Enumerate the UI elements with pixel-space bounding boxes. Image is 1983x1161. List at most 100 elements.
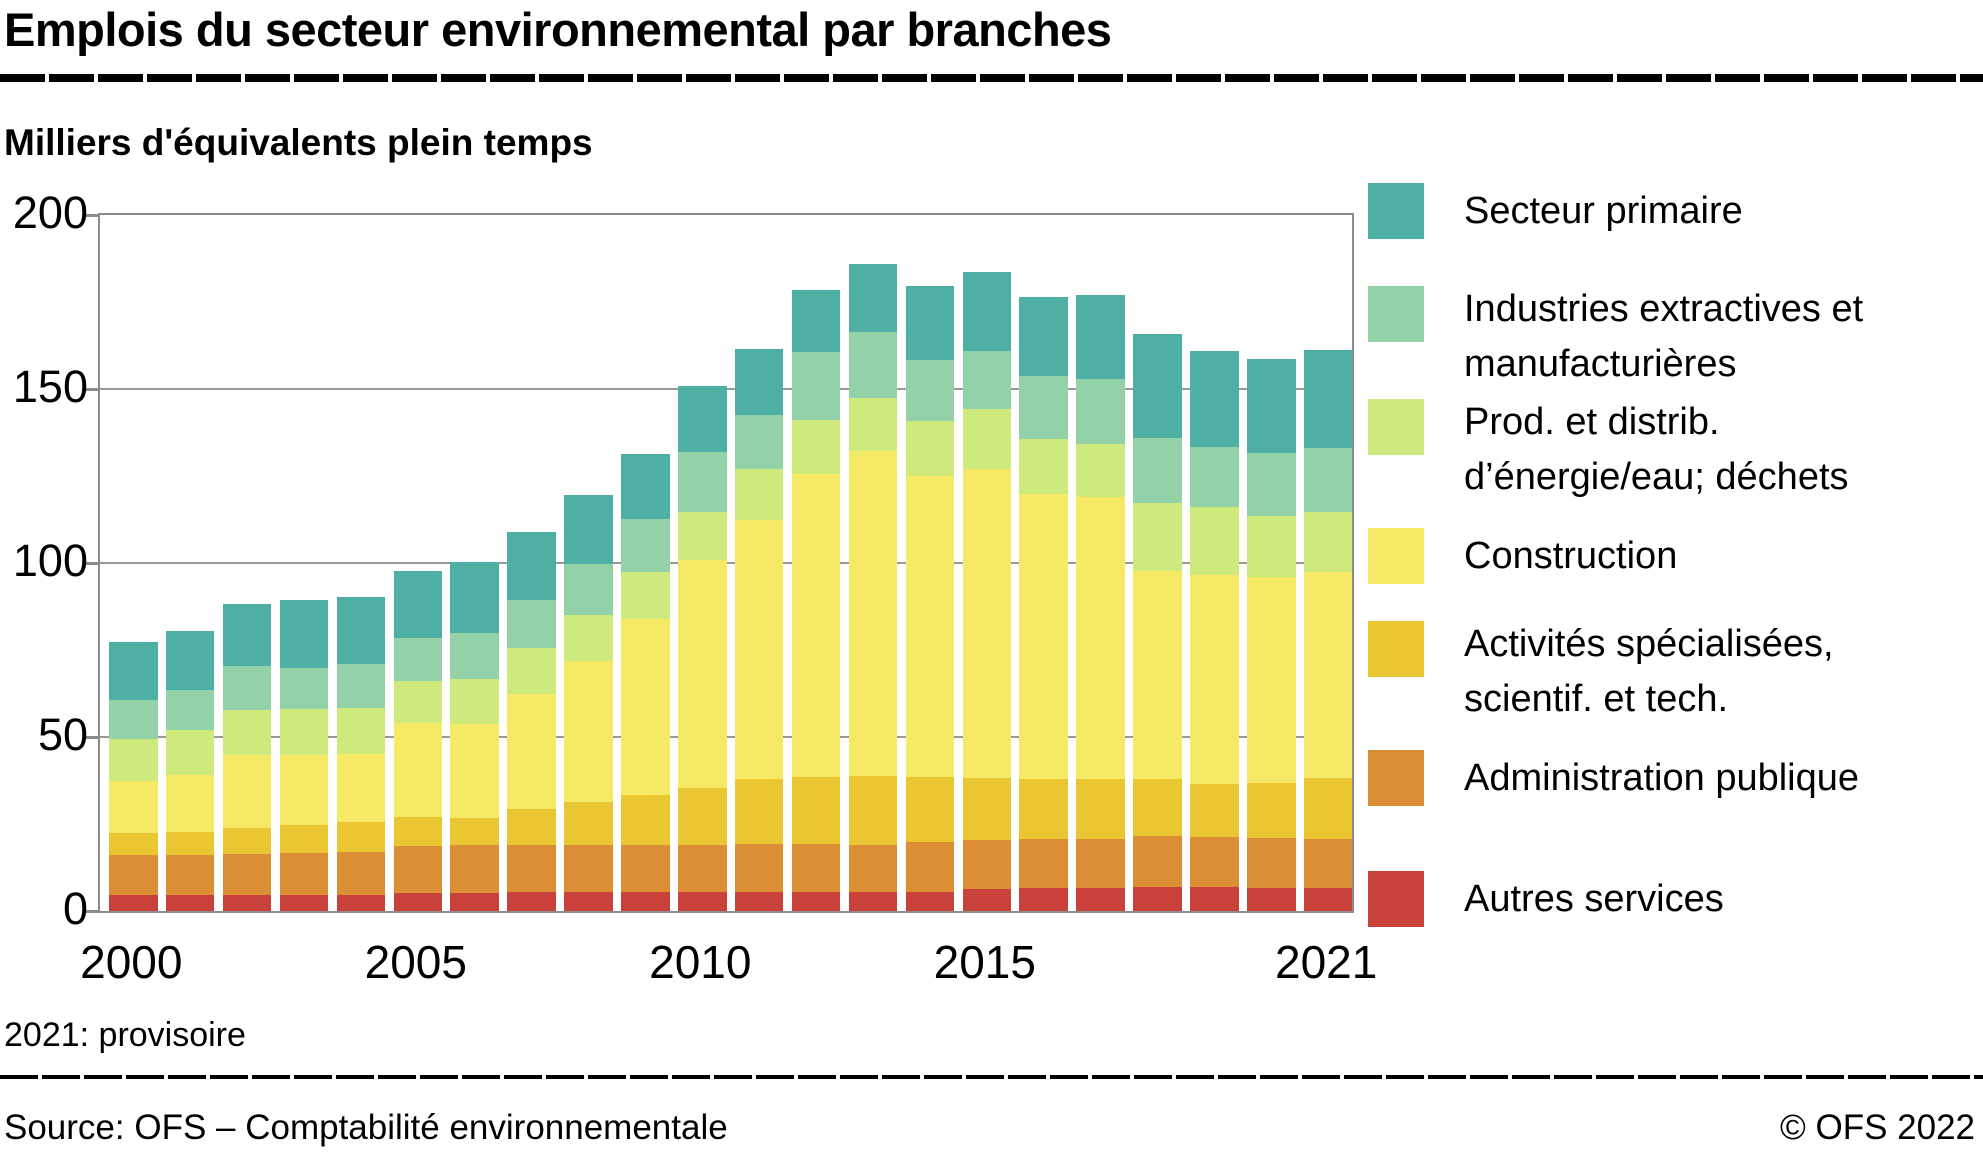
segment-2015-industries-extractives-et-manufacturi-res (962, 351, 1012, 410)
segment-2003-activit-s-sp-cialis-es-scientif-et-tech (279, 824, 329, 854)
segment-2019-administration-publique (1190, 836, 1239, 888)
segment-2011-activit-s-sp-cialis-es-scientif-et-tech (734, 779, 784, 844)
segment-2014-activit-s-sp-cialis-es-scientif-et-tech (905, 777, 955, 843)
segment-2010-activit-s-sp-cialis-es-scientif-et-tech (678, 788, 727, 845)
segment-2007-administration-publique (507, 844, 556, 892)
segment-2016-activit-s-sp-cialis-es-scientif-et-tech (1019, 779, 1068, 839)
segment-2014-secteur-primaire (905, 286, 955, 361)
bar-2015 (962, 215, 1012, 911)
segment-2004-secteur-primaire (336, 597, 386, 664)
segment-2000-secteur-primaire (109, 642, 158, 700)
segment-2020-administration-publique (1247, 838, 1296, 889)
bar-2005 (393, 215, 443, 911)
legend-label: Prod. et distrib. d’énergie/eau; déchets (1464, 401, 1849, 498)
segment-2021-administration-publique (1303, 838, 1353, 889)
segment-2005-activit-s-sp-cialis-es-scientif-et-tech (393, 816, 443, 846)
segment-2017-industries-extractives-et-manufacturi-res (1076, 378, 1125, 444)
segment-2002-activit-s-sp-cialis-es-scientif-et-tech (222, 827, 272, 854)
page-title: Emplois du secteur environnemental par b… (4, 3, 1112, 56)
segment-2019-industries-extractives-et-manufacturi-res (1190, 446, 1239, 508)
legend-label: Industries extractives et manufacturières (1464, 288, 1864, 385)
segment-2000-prod-et-distrib-d-nergie-eau-d-chets (109, 738, 158, 781)
legend-label: Administration publique (1464, 757, 1860, 799)
segment-2010-prod-et-distrib-d-nergie-eau-d-chets (678, 511, 727, 561)
y-tick-100 (84, 561, 98, 565)
segment-2017-construction (1076, 496, 1125, 780)
segment-2008-construction (564, 661, 613, 803)
segment-2018-administration-publique (1133, 835, 1182, 888)
segment-2017-activit-s-sp-cialis-es-scientif-et-tech (1076, 779, 1125, 839)
bar-2021 (1303, 215, 1353, 911)
y-tick-50 (84, 735, 98, 739)
segment-2009-activit-s-sp-cialis-es-scientif-et-tech (621, 795, 670, 846)
segment-2004-activit-s-sp-cialis-es-scientif-et-tech (336, 821, 386, 852)
y-axis-label-200: 200 (12, 187, 88, 238)
y-axis-label-50: 50 (37, 709, 88, 760)
bar-2016 (1019, 215, 1068, 911)
segment-2003-secteur-primaire (279, 599, 329, 669)
footer-divider (0, 1075, 1983, 1079)
segment-2014-construction (905, 476, 955, 778)
segment-2020-construction (1247, 576, 1296, 784)
segment-2011-construction (734, 519, 784, 780)
segment-2017-prod-et-distrib-d-nergie-eau-d-chets (1076, 443, 1125, 497)
segment-2018-prod-et-distrib-d-nergie-eau-d-chets (1133, 502, 1182, 571)
segment-2016-construction (1019, 494, 1068, 780)
segment-2013-industries-extractives-et-manufacturi-res (848, 331, 898, 398)
segment-2001-industries-extractives-et-manufacturi-res (165, 690, 215, 731)
segment-2019-construction (1190, 574, 1239, 784)
segment-2013-activit-s-sp-cialis-es-scientif-et-tech (848, 775, 898, 845)
segment-2004-construction (336, 754, 386, 822)
segment-2020-activit-s-sp-cialis-es-scientif-et-tech (1247, 783, 1296, 839)
segment-2008-secteur-primaire (564, 495, 613, 564)
bar-2008 (564, 215, 613, 911)
segment-2009-secteur-primaire (621, 454, 670, 519)
segment-2004-prod-et-distrib-d-nergie-eau-d-chets (336, 707, 386, 755)
segment-2019-autres-services (1190, 887, 1239, 911)
y-axis-label-150: 150 (12, 361, 88, 412)
segment-2020-industries-extractives-et-manufacturi-res (1247, 453, 1296, 517)
segment-2005-administration-publique (393, 845, 443, 893)
x-axis-label-2021: 2021 (1275, 936, 1378, 988)
segment-2000-industries-extractives-et-manufacturi-res (109, 699, 158, 739)
segment-2005-construction (393, 723, 443, 817)
segment-2002-construction (222, 754, 272, 828)
segment-2018-construction (1133, 570, 1182, 780)
segment-2013-secteur-primaire (848, 263, 898, 332)
legend-swatch (1368, 528, 1424, 584)
segment-2009-autres-services (621, 891, 670, 911)
segment-2007-industries-extractives-et-manufacturi-res (507, 600, 556, 648)
segment-2014-industries-extractives-et-manufacturi-res (905, 360, 955, 422)
segment-2002-secteur-primaire (222, 604, 272, 667)
segment-2006-industries-extractives-et-manufacturi-res (450, 632, 499, 679)
segment-2006-activit-s-sp-cialis-es-scientif-et-tech (450, 818, 499, 846)
segment-2000-activit-s-sp-cialis-es-scientif-et-tech (109, 832, 158, 856)
legend-swatch (1368, 750, 1424, 806)
segment-2017-autres-services (1076, 888, 1125, 911)
copyright-text: © OFS 2022 (1779, 1108, 1975, 1147)
segment-2003-industries-extractives-et-manufacturi-res (279, 668, 329, 709)
header-divider (0, 74, 1983, 82)
segment-2009-administration-publique (621, 845, 670, 892)
segment-2017-administration-publique (1076, 838, 1125, 889)
x-axis-label-2000: 2000 (80, 936, 183, 988)
bar-2020 (1247, 215, 1296, 911)
segment-2018-industries-extractives-et-manufacturi-res (1133, 438, 1182, 503)
segment-2000-administration-publique (109, 855, 158, 895)
segment-2016-administration-publique (1019, 838, 1068, 889)
segment-2010-construction (678, 560, 727, 789)
segment-2016-industries-extractives-et-manufacturi-res (1019, 376, 1068, 440)
segment-2001-autres-services (165, 894, 215, 911)
bar-2006 (450, 215, 499, 911)
segment-2001-secteur-primaire (165, 631, 215, 691)
bar-2019 (1190, 215, 1239, 911)
segment-2005-autres-services (393, 892, 443, 911)
segment-2009-construction (621, 619, 670, 796)
segment-2002-autres-services (222, 894, 272, 911)
y-tick-200 (84, 213, 98, 217)
segment-2014-administration-publique (905, 842, 955, 892)
segment-2011-industries-extractives-et-manufacturi-res (734, 414, 784, 470)
segment-2007-prod-et-distrib-d-nergie-eau-d-chets (507, 647, 556, 694)
segment-2018-autres-services (1133, 887, 1182, 911)
